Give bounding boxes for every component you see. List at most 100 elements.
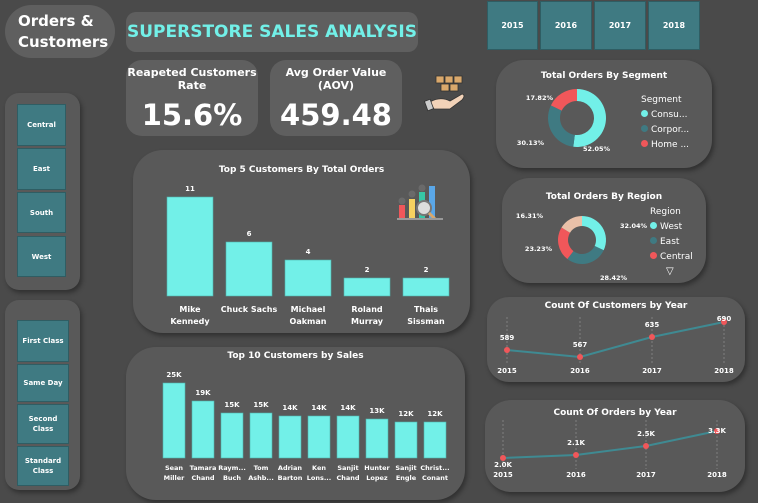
slice-label: 28.42% xyxy=(600,274,628,282)
chart-title: Total Orders By Region xyxy=(545,192,663,202)
bar xyxy=(249,412,273,459)
legend-dot-icon xyxy=(641,110,648,117)
slicer-option-standard-class[interactable]: Standard Class xyxy=(17,446,69,486)
bar xyxy=(343,277,391,297)
data-label: 11 xyxy=(185,185,195,193)
segment-donut: 52.05% 30.13% 17.82% xyxy=(517,89,611,153)
category-label: Conant xyxy=(422,474,448,482)
category-label: Tom xyxy=(254,464,269,472)
bar xyxy=(278,415,302,459)
bar xyxy=(336,415,360,459)
series-line xyxy=(502,430,718,459)
legend-label: Home ... xyxy=(651,140,690,150)
legend-scroll-down-icon[interactable]: ▽ xyxy=(666,266,674,277)
data-point xyxy=(649,334,655,340)
data-label: 12K xyxy=(398,410,414,418)
section-title: Orders & Customers xyxy=(5,5,115,58)
category-label: Chand xyxy=(336,474,359,482)
kpi-label: Reapeted Customers Rate xyxy=(127,66,257,92)
series-line xyxy=(506,321,725,359)
legend-item[interactable]: Consu... xyxy=(641,108,689,123)
bar xyxy=(423,421,447,459)
region-donut-chart: Total Orders By Region Region West East Cen… xyxy=(502,178,706,283)
x-tick-label: 2015 xyxy=(493,471,513,479)
region-legend: Region West East Central xyxy=(650,205,693,265)
bar xyxy=(394,421,418,459)
legend-item[interactable]: Central xyxy=(650,250,693,265)
slicer-option-east[interactable]: East xyxy=(17,148,66,190)
category-label: Barton xyxy=(278,474,303,482)
legend-dot-icon xyxy=(650,237,657,244)
slicer-option-second-class[interactable]: Second Class xyxy=(17,404,69,444)
category-label: Kennedy xyxy=(170,317,210,326)
data-point xyxy=(643,443,649,449)
bar xyxy=(162,382,186,459)
category-label: Lons... xyxy=(307,474,332,482)
data-label: 15K xyxy=(253,401,269,409)
kpi-repeated-customers-rate: Reapeted Customers Rate 15.6% xyxy=(126,60,258,136)
slice-label: 16.31% xyxy=(516,212,544,220)
kpi-label: Avg Order Value (AOV) xyxy=(285,66,387,92)
data-label: 14K xyxy=(311,404,327,412)
customers-line: 589 2015 567 2016 635 2017 690 2018 xyxy=(497,315,734,375)
donut-slice xyxy=(582,216,606,251)
category-label: Ashb... xyxy=(248,474,274,482)
slicer-option-central[interactable]: Central xyxy=(17,104,66,146)
data-label: 14K xyxy=(340,404,356,412)
data-label: 25K xyxy=(166,371,182,379)
top10-bars: 25K Sean Miller 19K Tamara Chand 15K Raym... Buc… xyxy=(162,371,450,482)
bar xyxy=(365,418,389,459)
data-label: 635 xyxy=(645,321,660,329)
data-label: 12K xyxy=(427,410,443,418)
slice-label: 17.82% xyxy=(526,94,554,102)
slicer-option-first-class[interactable]: First Class xyxy=(17,320,69,362)
chart-title: Count Of Orders by Year xyxy=(553,408,677,418)
data-point xyxy=(500,455,506,461)
category-label: Hunter xyxy=(364,464,390,472)
category-label: Chuck Sachs xyxy=(221,305,278,314)
slicer-option-2016[interactable]: 2016 xyxy=(540,1,592,50)
legend-title: Segment xyxy=(641,95,682,105)
kpi-avg-order-value: Avg Order Value (AOV) 459.48 xyxy=(270,60,402,136)
category-label: Engle xyxy=(396,474,417,482)
slice-label: 52.05% xyxy=(583,145,611,153)
legend-label: Corpor... xyxy=(651,125,690,135)
legend-item[interactable]: Corpor... xyxy=(641,123,689,138)
legend-item[interactable]: Home ... xyxy=(641,138,689,153)
category-label: Buch xyxy=(223,474,241,482)
segment-legend: Segment Consu... Corpor... Home ... xyxy=(641,93,689,153)
legend-label: Central xyxy=(660,252,693,262)
slicer-option-same-day[interactable]: Same Day xyxy=(17,364,69,402)
legend-dot-icon xyxy=(641,140,648,147)
legend-title: Region xyxy=(650,207,681,217)
dashboard-title: SUPERSTORE SALES ANALYSIS xyxy=(126,12,418,52)
data-label: 690 xyxy=(717,315,732,323)
chart-title: Top 5 Customers By Total Orders xyxy=(218,165,385,175)
category-label: Sanjit xyxy=(337,464,358,472)
bar xyxy=(220,412,244,459)
slicer-option-2017[interactable]: 2017 xyxy=(594,1,646,50)
x-tick-label: 2018 xyxy=(714,367,734,375)
category-label: Sissman xyxy=(407,317,445,326)
category-label: Adrian xyxy=(278,464,303,472)
category-label: Murray xyxy=(351,317,384,326)
legend-item[interactable]: East xyxy=(650,235,693,250)
bar xyxy=(284,259,332,297)
data-point xyxy=(577,354,583,360)
data-label: 2.0K xyxy=(494,461,512,469)
legend-item[interactable]: West xyxy=(650,220,693,235)
data-label: 15K xyxy=(224,401,240,409)
slicer-option-2018[interactable]: 2018 xyxy=(648,1,700,50)
data-label: 2.1K xyxy=(567,439,585,447)
slicer-option-2015[interactable]: 2015 xyxy=(487,1,538,50)
people-bar-chart-magnifier-icon xyxy=(397,184,443,221)
donut-slice xyxy=(567,245,604,264)
donut-slice xyxy=(548,105,575,147)
bar xyxy=(166,196,214,297)
orders-by-year-chart: Count Of Orders by Year xyxy=(485,400,745,492)
x-tick-label: 2016 xyxy=(566,471,586,479)
bar xyxy=(307,415,331,459)
slicer-option-south[interactable]: South xyxy=(17,192,66,233)
slicer-option-west[interactable]: West xyxy=(17,236,66,277)
category-label: Michael xyxy=(291,305,326,314)
